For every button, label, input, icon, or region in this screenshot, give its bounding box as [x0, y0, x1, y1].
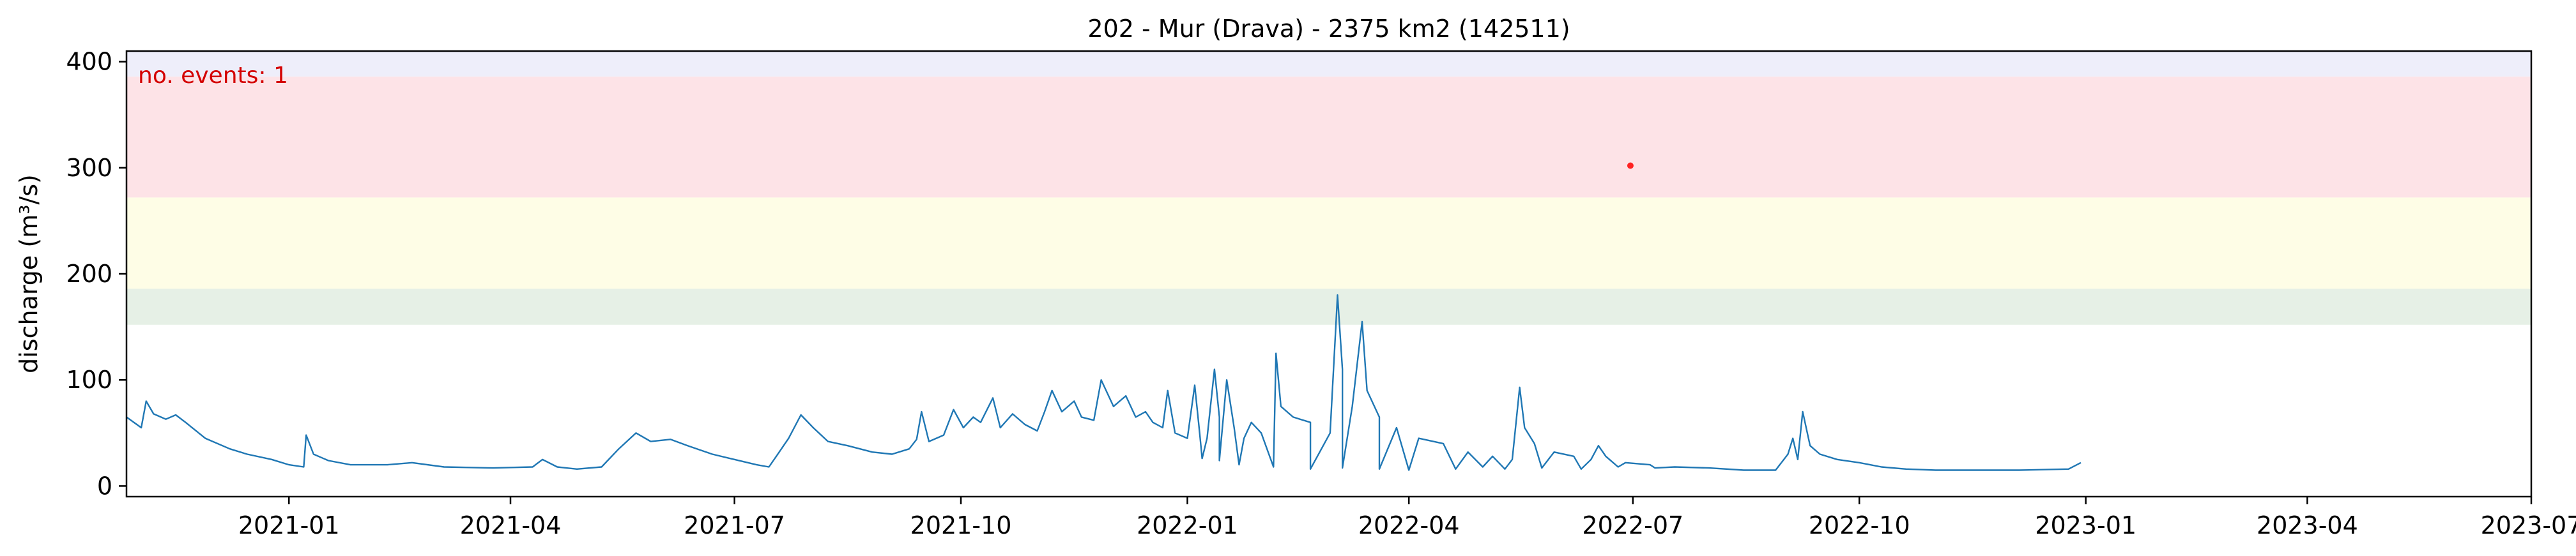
threshold-band-3 [126, 76, 2531, 198]
event-marker-1 [1627, 162, 1634, 169]
x-axis: 2021-01 2021-04 2021-07 2021-10 2022-01 2022-… [238, 497, 2576, 539]
chart-title: 202 - Mur (Drava) - 2375 km2 (142511) [1087, 15, 1570, 43]
y-tick-label: 200 [66, 260, 112, 288]
x-tick-label: 2021-07 [684, 511, 785, 539]
threshold-band-2 [126, 197, 2531, 289]
event-markers [1627, 162, 1634, 169]
x-tick-label: 2022-04 [1358, 511, 1460, 539]
x-tick-label: 2022-07 [1582, 511, 1683, 539]
x-tick-label: 2022-01 [1137, 511, 1238, 539]
x-tick-label: 2021-10 [910, 511, 1012, 539]
x-tick-label: 2021-04 [460, 511, 562, 539]
x-tick-label: 2021-01 [238, 511, 340, 539]
x-tick-label: 2023-01 [2035, 511, 2136, 539]
x-tick-label: 2022-10 [1809, 511, 1910, 539]
y-tick-label: 300 [66, 154, 112, 182]
discharge-series [126, 294, 2082, 471]
y-tick-label: 400 [66, 48, 112, 76]
threshold-band-4 [126, 51, 2531, 77]
series-line-1 [126, 294, 2082, 471]
y-tick-label: 100 [66, 366, 112, 394]
threshold-band-1 [126, 289, 2531, 325]
y-axis: 0 100 200 300 400 [66, 48, 126, 500]
threshold-bands [126, 51, 2531, 325]
x-tick-label: 2023-07 [2481, 511, 2576, 539]
y-tick-label: 0 [97, 472, 112, 500]
event-count-annotation: no. events: 1 [138, 63, 288, 89]
y-axis-label: discharge (m³/s) [15, 174, 43, 373]
x-tick-label: 2023-04 [2257, 511, 2358, 539]
